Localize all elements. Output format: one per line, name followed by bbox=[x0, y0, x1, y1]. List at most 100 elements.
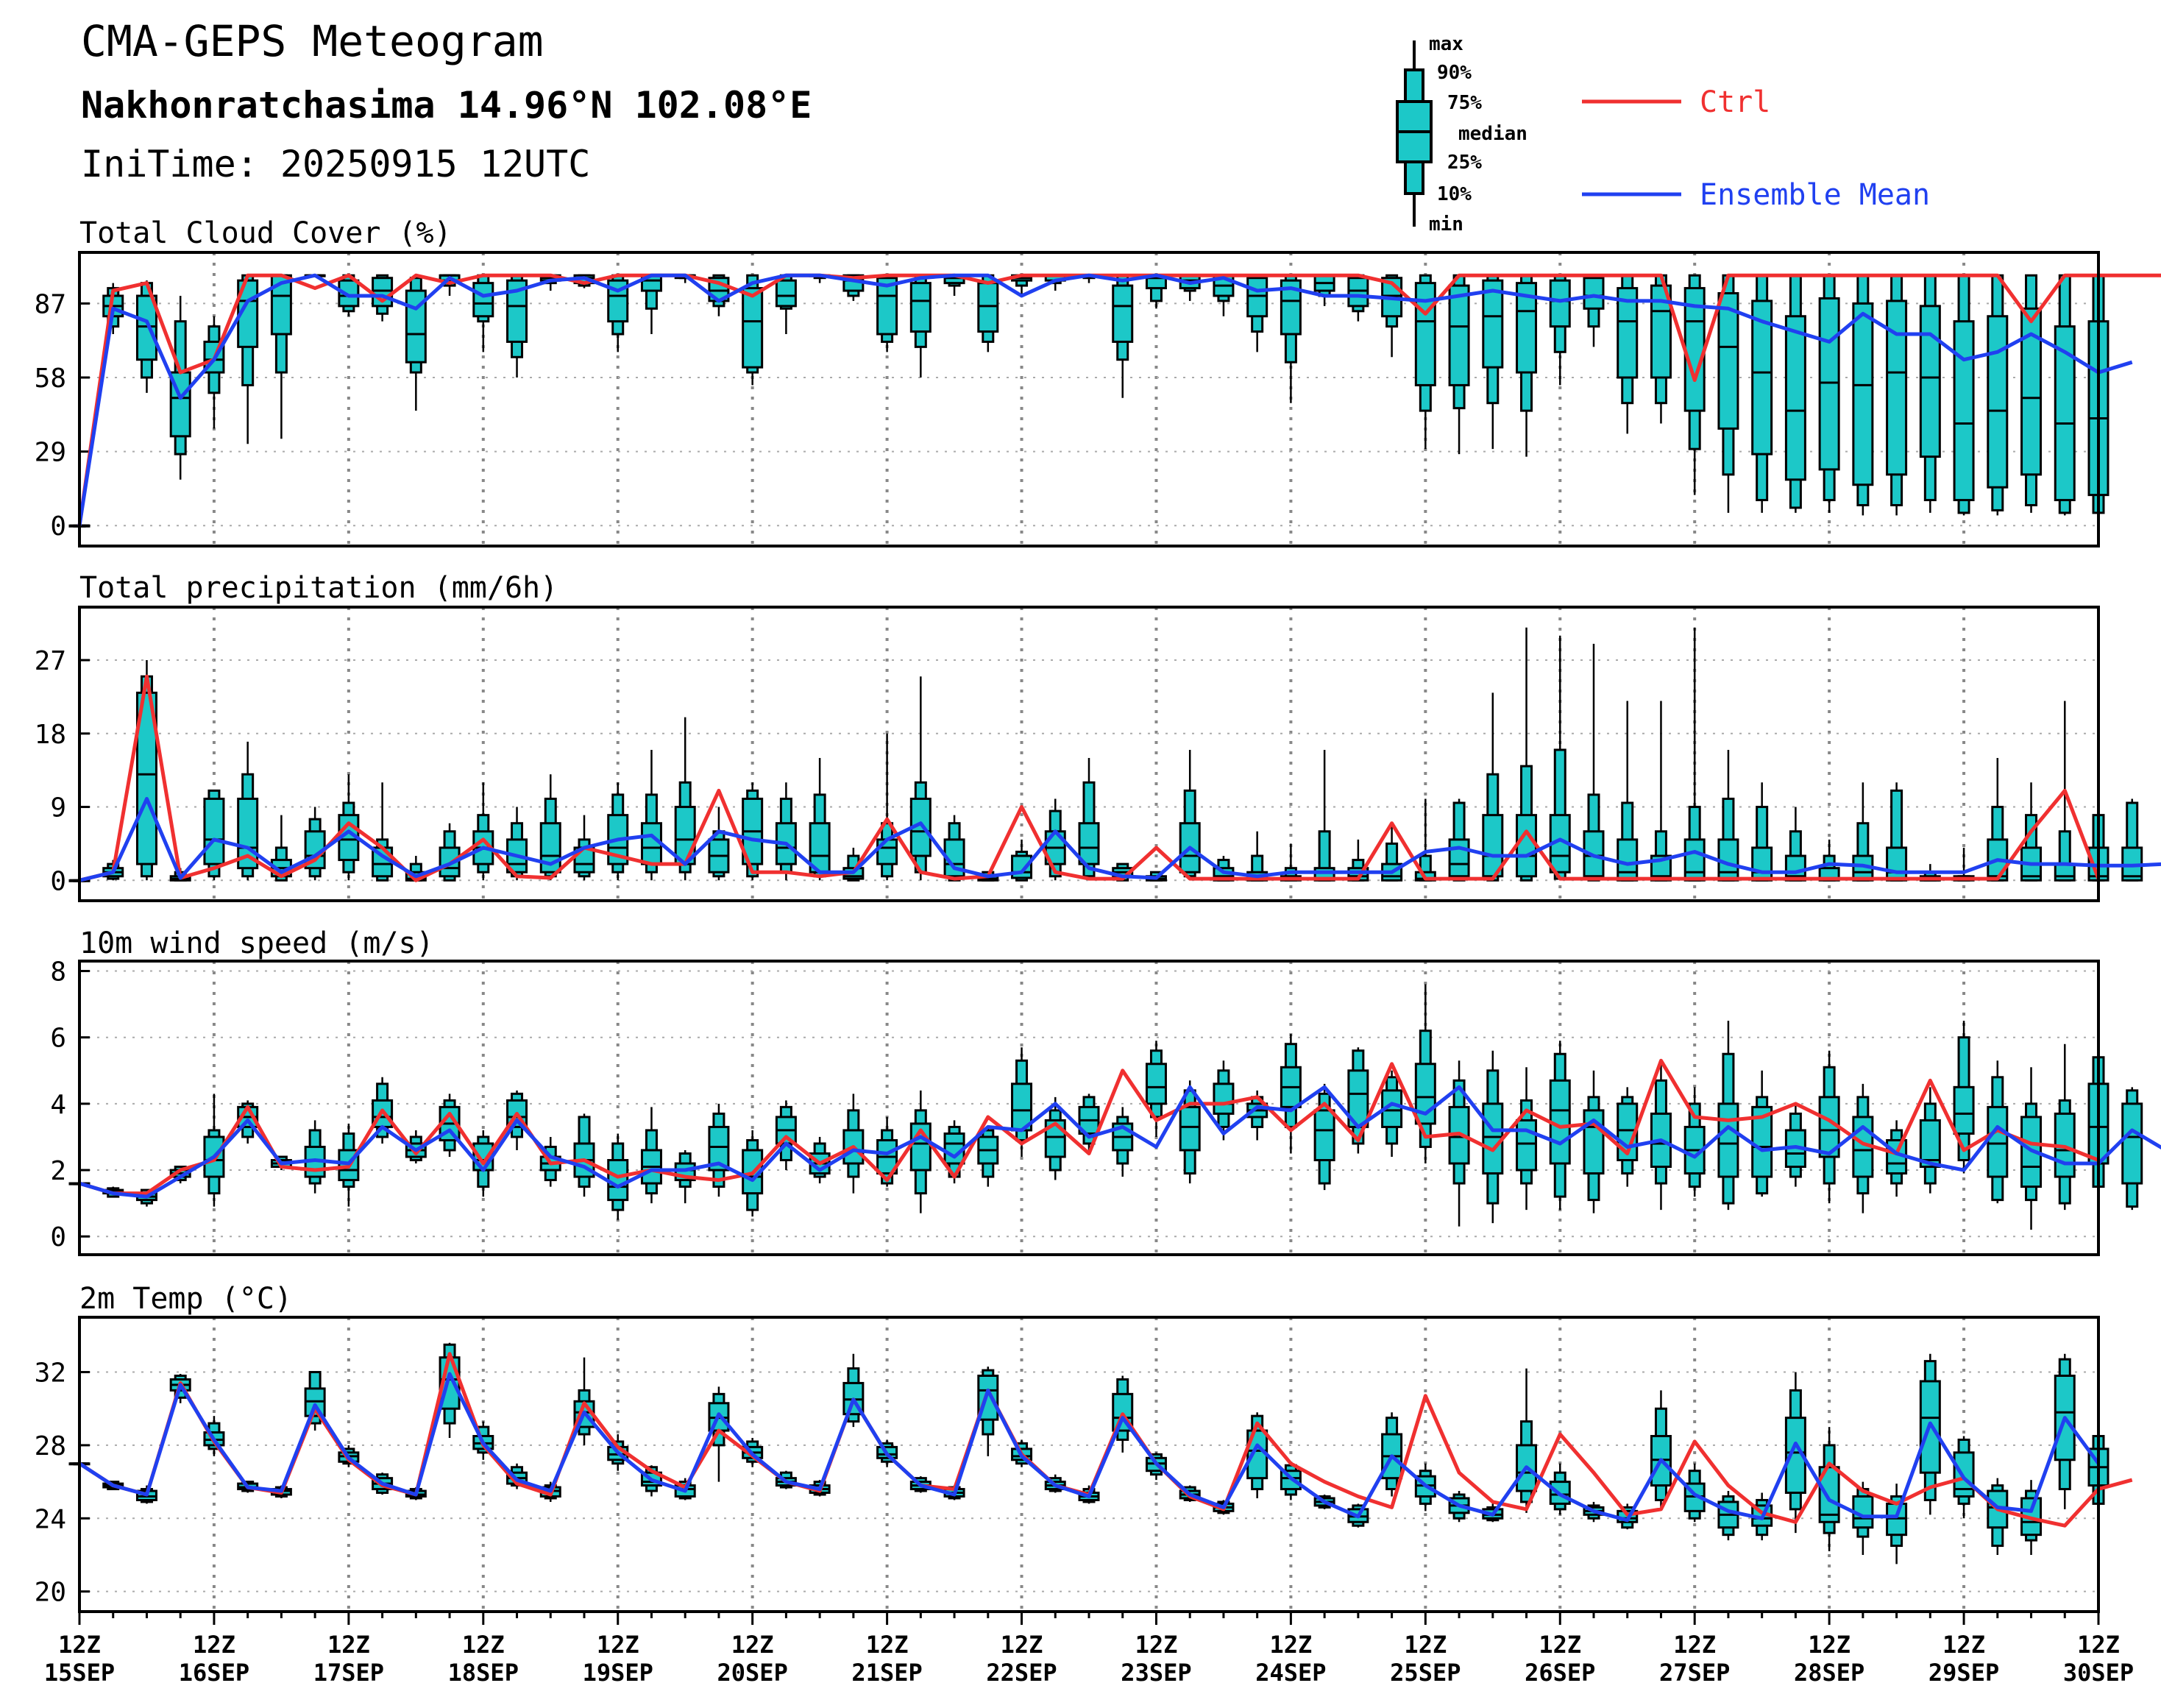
legend-p10-label: 10% bbox=[1437, 183, 1472, 205]
wind-box bbox=[2121, 1087, 2143, 1211]
wind-box bbox=[304, 1120, 326, 1194]
legend-min-label: min bbox=[1429, 213, 1463, 235]
precip-box bbox=[1246, 831, 1268, 882]
wind-box bbox=[1213, 1060, 1235, 1141]
x-tick-label-time: 12Z bbox=[193, 1631, 235, 1659]
cloud-box bbox=[1818, 274, 1840, 513]
precip-box bbox=[1784, 807, 1806, 882]
x-tick-label-date: 20SEP bbox=[717, 1659, 788, 1687]
precip-box bbox=[135, 660, 157, 881]
wind-panel-title: 10m wind speed (m/s) bbox=[79, 926, 434, 960]
precip-box bbox=[1650, 701, 1672, 882]
x-tick-label-date: 15SEP bbox=[44, 1659, 115, 1687]
temp-box bbox=[1683, 1463, 1706, 1523]
x-tick-label-date: 19SEP bbox=[583, 1659, 653, 1687]
wind-box bbox=[1313, 1083, 1335, 1191]
wind-box bbox=[1987, 1060, 2009, 1204]
cloud-box bbox=[1751, 274, 1773, 513]
precip-box-p25-p75 bbox=[1448, 838, 1470, 878]
cloud-box-p25-p75 bbox=[1919, 305, 1941, 458]
time-axis: 12Z15SEP12Z16SEP12Z17SEP12Z18SEP12Z19SEP… bbox=[44, 1612, 2134, 1687]
precip-box-p25-p75 bbox=[1617, 838, 1639, 882]
temp-box-p25-p75 bbox=[1852, 1495, 1874, 1529]
wind-y-tick-label: 6 bbox=[50, 1024, 66, 1054]
x-tick-label-time: 12Z bbox=[866, 1631, 909, 1659]
wind-box bbox=[1011, 1047, 1033, 1157]
wind-box bbox=[1583, 1070, 1605, 1213]
wind-box-p25-p75 bbox=[1213, 1082, 1235, 1115]
cloud-box bbox=[1347, 274, 1369, 322]
wind-box-p25-p75 bbox=[1313, 1109, 1335, 1162]
legend-mean-label: Ensemble Mean bbox=[1700, 178, 1930, 212]
cloud-y-tick-label: 29 bbox=[35, 438, 66, 468]
precip-box bbox=[742, 782, 764, 881]
legend-p90-label: 90% bbox=[1437, 62, 1472, 84]
wind-box bbox=[1112, 1107, 1134, 1177]
wind-box bbox=[1919, 1087, 1941, 1194]
temp-panel-title: 2m Temp (°C) bbox=[79, 1282, 292, 1316]
x-tick-label-date: 18SEP bbox=[448, 1659, 519, 1687]
wind-box bbox=[1717, 1021, 1739, 1211]
cloud-box bbox=[1179, 274, 1201, 301]
precip-y-tick-label: 27 bbox=[35, 646, 66, 676]
legend-median-label: median bbox=[1458, 123, 1527, 145]
cloud-box bbox=[405, 275, 427, 411]
precip-box bbox=[1448, 798, 1470, 882]
figure-title: CMA-GEPS Meteogram bbox=[81, 16, 544, 66]
precip-box bbox=[1751, 782, 1773, 882]
x-tick-label-date: 27SEP bbox=[1659, 1659, 1730, 1687]
x-tick-label-date: 30SEP bbox=[2063, 1659, 2134, 1687]
x-tick-label-date: 26SEP bbox=[1525, 1659, 1595, 1687]
cloud-box bbox=[2054, 274, 2076, 516]
precip-box bbox=[640, 749, 662, 881]
temp-y-tick-label: 32 bbox=[35, 1358, 66, 1389]
wind-box bbox=[338, 1123, 360, 1207]
precip-panel: 0 9 18 27 bbox=[35, 606, 2161, 902]
precip-box-p25-p75 bbox=[1751, 846, 1773, 882]
cloud-panel: 0 29 58 87 bbox=[35, 251, 2161, 548]
cloud-box bbox=[742, 274, 764, 386]
cloud-box-p25-p75 bbox=[472, 282, 494, 318]
cloud-box-p25-p75 bbox=[1482, 279, 1504, 369]
cloud-box-p25-p75 bbox=[775, 279, 797, 308]
wind-box-p25-p75 bbox=[607, 1159, 629, 1202]
wind-box-p25-p75 bbox=[1044, 1119, 1066, 1158]
temp-box bbox=[1987, 1478, 2009, 1555]
cloud-box-p25-p75 bbox=[1617, 287, 1639, 379]
cloud-box-p25-p75 bbox=[977, 282, 999, 333]
cloud-y-tick-label: 87 bbox=[35, 289, 66, 319]
x-tick-label-time: 12Z bbox=[1942, 1631, 1985, 1659]
precip-box bbox=[809, 758, 831, 881]
temp-y-tick-label: 28 bbox=[35, 1431, 66, 1461]
precip-box bbox=[439, 823, 461, 882]
precip-ctrl-line bbox=[79, 674, 2101, 882]
cloud-box bbox=[1784, 274, 1806, 513]
precip-box-p25-p75 bbox=[1886, 846, 1908, 882]
precip-panel-title: Total precipitation (mm/6h) bbox=[79, 571, 558, 605]
x-tick-label-time: 12Z bbox=[1808, 1631, 1850, 1659]
cloud-box bbox=[1583, 274, 1605, 347]
cloud-y-tick-label: 58 bbox=[35, 364, 66, 394]
precip-box bbox=[1717, 749, 1739, 882]
cloud-box bbox=[977, 274, 999, 352]
x-tick-label-date: 29SEP bbox=[1928, 1659, 1999, 1687]
temp-y-tick-label: 20 bbox=[35, 1578, 66, 1608]
legend-max-label: max bbox=[1429, 33, 1463, 55]
legend-p25-label: 25% bbox=[1447, 152, 1482, 174]
cloud-box bbox=[1112, 274, 1134, 398]
x-tick-label-time: 12Z bbox=[462, 1631, 505, 1659]
cloud-box bbox=[1482, 274, 1504, 450]
cloud-box-p25-p75 bbox=[135, 294, 157, 361]
wind-box bbox=[876, 1116, 898, 1187]
legend-ctrl-label: Ctrl bbox=[1700, 85, 1770, 119]
cloud-box-p25-p75 bbox=[1852, 302, 1874, 486]
cloud-box bbox=[1953, 274, 1975, 516]
wind-box-p25-p75 bbox=[1482, 1102, 1504, 1175]
precip-box bbox=[674, 717, 696, 881]
precip-box bbox=[304, 807, 326, 881]
x-tick-label-date: 23SEP bbox=[1121, 1659, 1191, 1687]
cloud-box bbox=[1919, 274, 1941, 513]
cloud-box bbox=[1313, 274, 1335, 306]
cloud-box bbox=[1617, 274, 1639, 434]
temp-box bbox=[1818, 1427, 1840, 1552]
